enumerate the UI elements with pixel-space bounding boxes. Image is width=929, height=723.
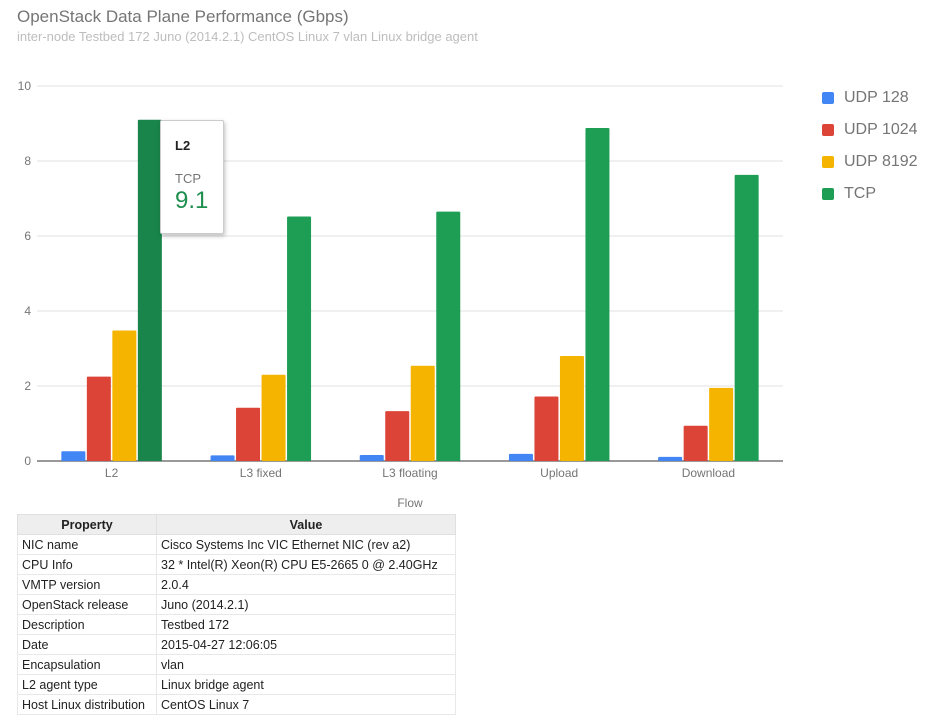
bar <box>534 396 559 461</box>
bar <box>359 455 384 461</box>
bar <box>210 455 235 461</box>
value-cell: Linux bridge agent <box>156 674 456 695</box>
property-cell: Encapsulation <box>17 654 157 675</box>
bar <box>709 387 734 461</box>
bar <box>236 407 261 461</box>
bar <box>287 216 312 461</box>
table-row: Host Linux distribution CentOS Linux 7 <box>17 694 456 715</box>
bar <box>112 330 137 461</box>
legend-label: UDP 1024 <box>844 121 918 138</box>
bar <box>734 174 759 461</box>
bar <box>436 211 461 461</box>
property-cell: NIC name <box>17 534 157 555</box>
bar <box>508 453 533 461</box>
value-cell: 2.0.4 <box>156 574 456 595</box>
table-row: VMTP version 2.0.4 <box>17 574 456 595</box>
bar <box>385 411 410 461</box>
value-cell: CentOS Linux 7 <box>156 694 456 715</box>
bar <box>559 356 584 461</box>
y-tick-label: 6 <box>24 229 31 243</box>
chart-tooltip: L2 TCP 9.1 <box>160 120 224 234</box>
value-cell: vlan <box>156 654 456 675</box>
bar <box>585 128 610 461</box>
table-row: Date 2015-04-27 12:06:05 <box>17 634 456 655</box>
x-tick-label: Upload <box>540 466 578 480</box>
value-cell: Juno (2014.2.1) <box>156 594 456 615</box>
bar <box>137 119 162 461</box>
x-tick-label: L3 floating <box>382 466 437 480</box>
table-header-row: Property Value <box>17 514 456 535</box>
value-cell: 32 * Intel(R) Xeon(R) CPU E5-2665 0 @ 2.… <box>156 554 456 575</box>
property-cell: VMTP version <box>17 574 157 595</box>
property-cell: Date <box>17 634 157 655</box>
table-row: Description Testbed 172 <box>17 614 456 635</box>
legend-item-udp-128[interactable]: UDP 128 <box>822 82 918 114</box>
value-cell: Cisco Systems Inc VIC Ethernet NIC (rev … <box>156 534 456 555</box>
x-axis-title: Flow <box>397 496 423 510</box>
table-row: OpenStack release Juno (2014.2.1) <box>17 594 456 615</box>
x-tick-label: L3 fixed <box>240 466 282 480</box>
legend-item-udp-8192[interactable]: UDP 8192 <box>822 146 918 178</box>
legend-item-udp-1024[interactable]: UDP 1024 <box>822 114 918 146</box>
bar <box>261 374 286 461</box>
property-cell: OpenStack release <box>17 594 157 615</box>
column-header-value[interactable]: Value <box>156 514 456 535</box>
value-cell: 2015-04-27 12:06:05 <box>156 634 456 655</box>
legend-swatch <box>822 188 834 200</box>
table-row: L2 agent type Linux bridge agent <box>17 674 456 695</box>
table-row: Encapsulation vlan <box>17 654 456 675</box>
column-header-property[interactable]: Property <box>17 514 157 535</box>
legend-label: TCP <box>844 185 876 202</box>
properties-table: Property Value NIC name Cisco Systems Inc… <box>17 514 456 715</box>
bar <box>683 425 708 461</box>
property-cell: Description <box>17 614 157 635</box>
legend-label: UDP 128 <box>844 89 909 106</box>
legend-label: UDP 8192 <box>844 153 918 170</box>
table-row: CPU Info 32 * Intel(R) Xeon(R) CPU E5-266… <box>17 554 456 575</box>
bar-chart: 0 2 4 6 8 10 L2 L3 fixed L3 floating Upload Downlo… <box>18 79 783 510</box>
tooltip-value: 9.1 <box>175 187 209 214</box>
tooltip-category: L2 <box>175 138 191 153</box>
bar <box>658 456 683 461</box>
legend-item-tcp[interactable]: TCP <box>822 178 918 210</box>
legend-swatch <box>822 124 834 136</box>
chart-title: OpenStack Data Plane Performance (Gbps) <box>17 7 349 26</box>
property-cell: L2 agent type <box>17 674 157 695</box>
table-row: NIC name Cisco Systems Inc VIC Ethernet N… <box>17 534 456 555</box>
bar <box>410 365 435 461</box>
y-tick-label: 4 <box>24 304 31 318</box>
chart-legend: UDP 128 UDP 1024 UDP 8192 TCP <box>822 82 918 210</box>
x-tick-label: Download <box>682 466 735 480</box>
y-tick-label: 10 <box>18 79 32 93</box>
chart-subtitle: inter-node Testbed 172 Juno (2014.2.1) C… <box>17 29 478 44</box>
y-tick-label: 2 <box>24 379 31 393</box>
property-cell: CPU Info <box>17 554 157 575</box>
bar <box>86 376 111 461</box>
value-cell: Testbed 172 <box>156 614 456 635</box>
legend-swatch <box>822 92 834 104</box>
y-tick-label: 0 <box>24 454 31 468</box>
legend-swatch <box>822 156 834 168</box>
tooltip-series: TCP <box>175 171 201 186</box>
x-tick-label: L2 <box>105 466 119 480</box>
y-tick-label: 8 <box>24 154 31 168</box>
bar <box>61 451 86 461</box>
property-cell: Host Linux distribution <box>17 694 157 715</box>
